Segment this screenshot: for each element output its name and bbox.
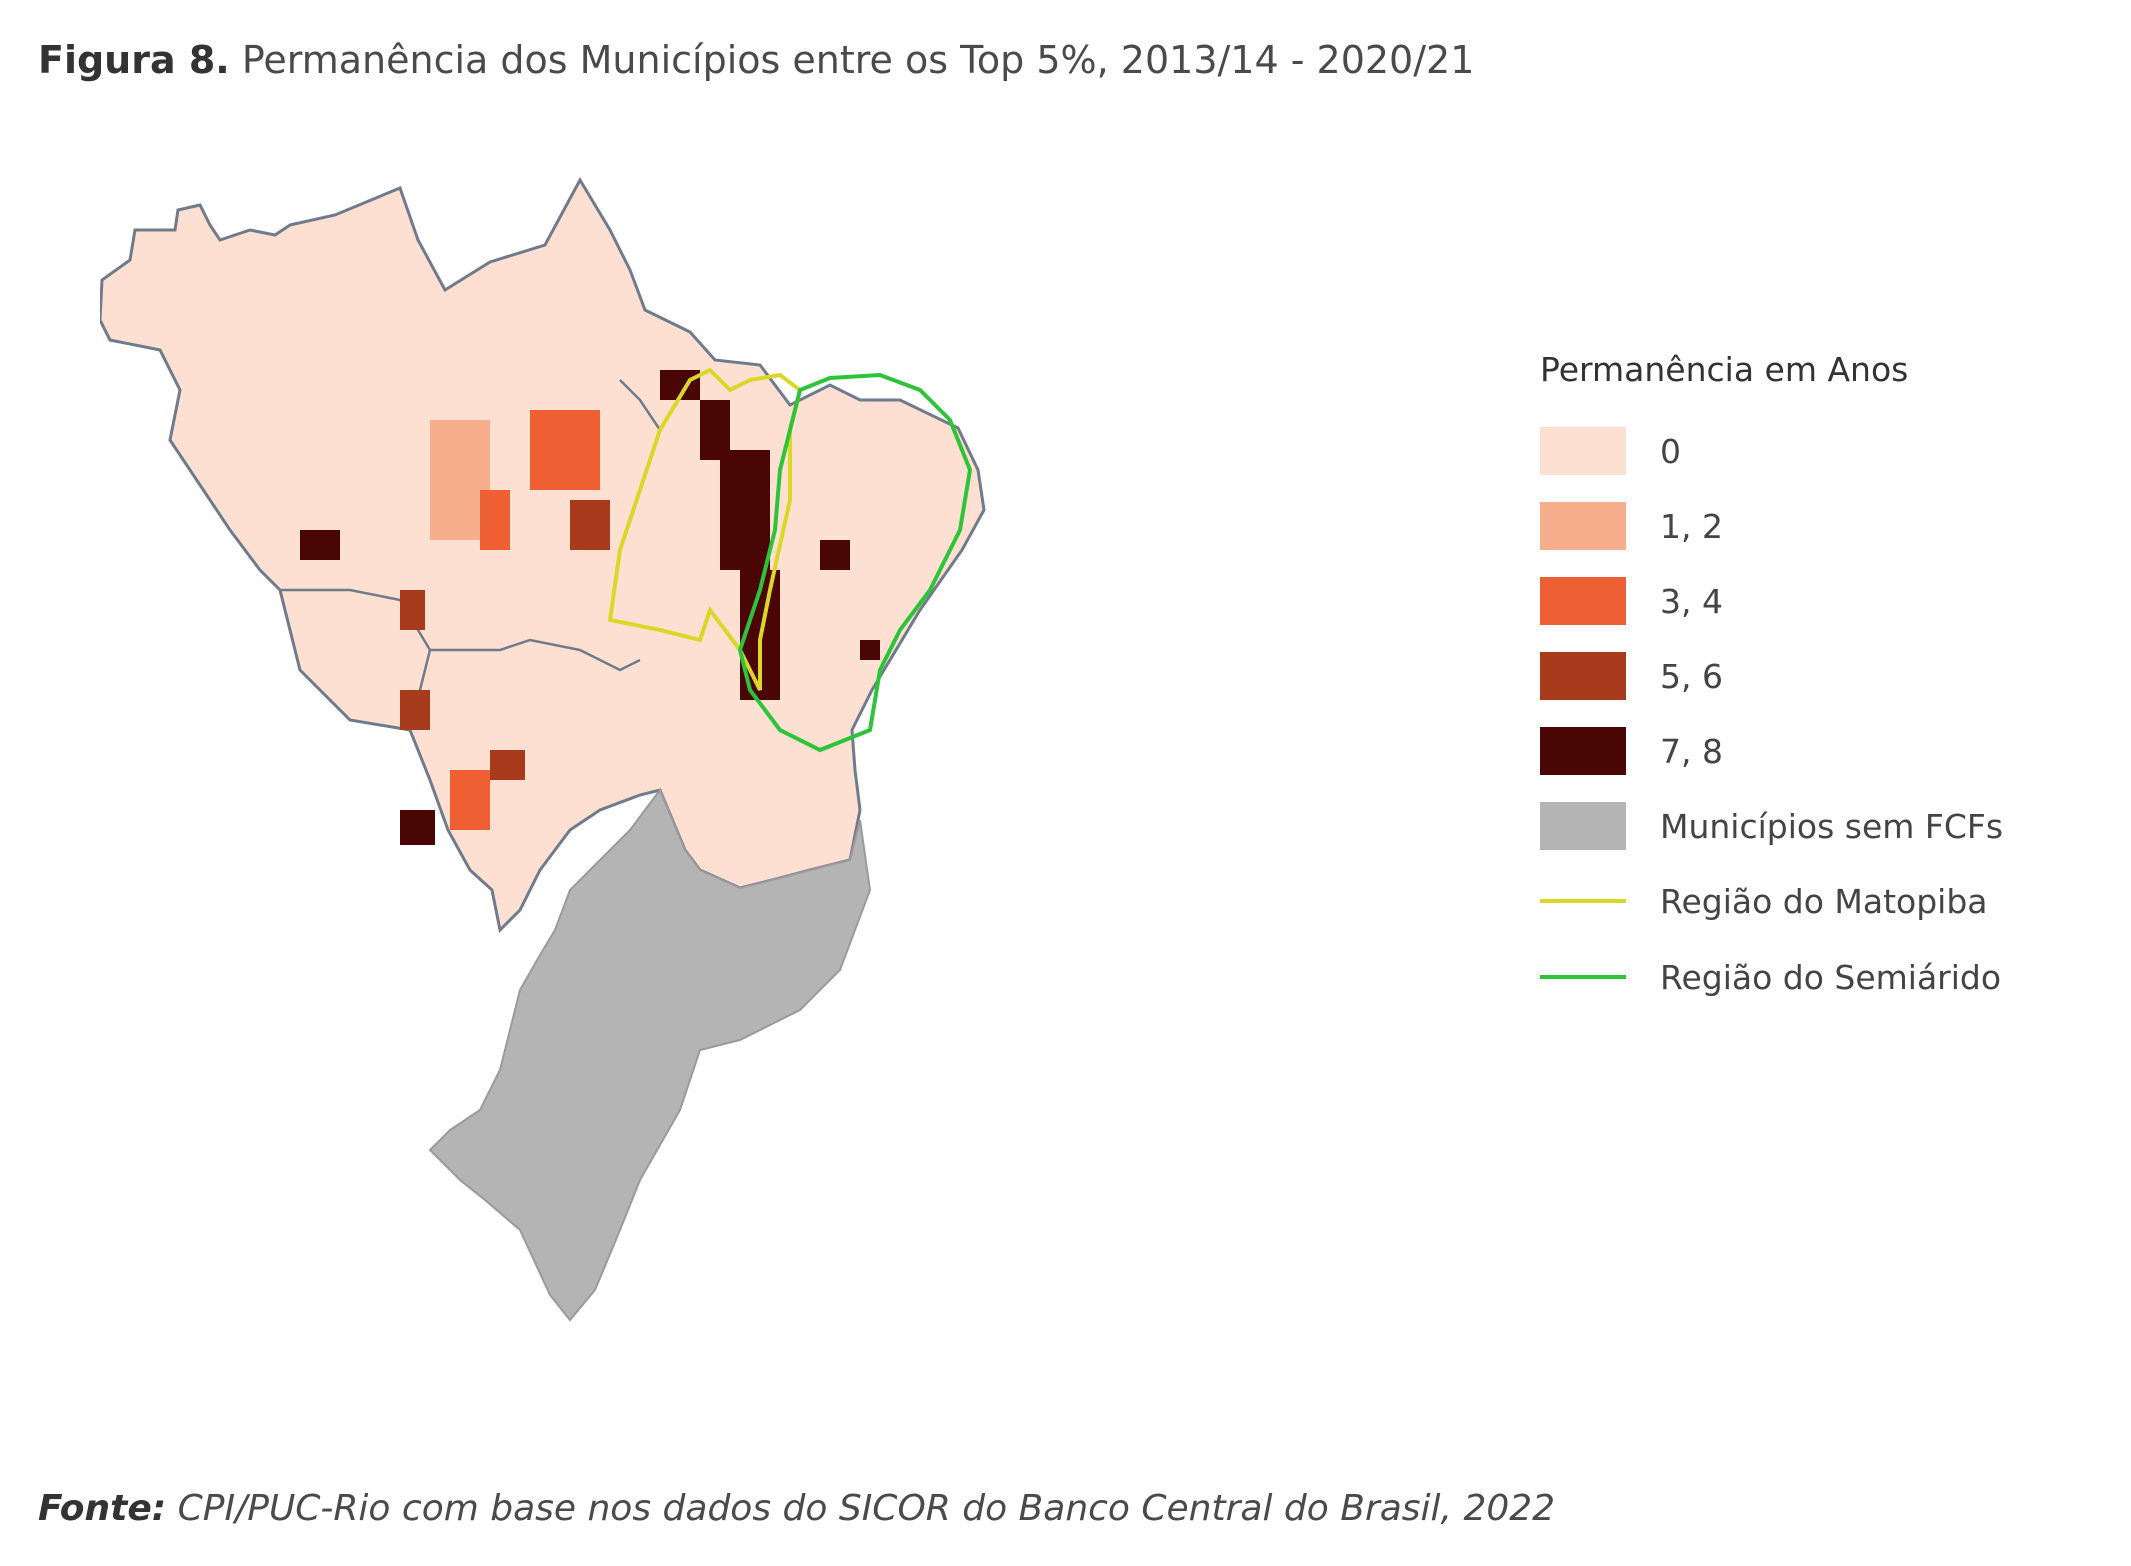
figure-label: Figura 8. [38,38,230,82]
semiarido-outline [737,372,973,753]
map-legend: Permanência em Anos 0 1, 2 3, 4 5, 6 7, … [1540,350,2100,1029]
legend-item-1-2: 1, 2 [1540,502,2100,550]
legend-swatch [1540,577,1626,625]
legend-swatch [1540,502,1626,550]
legend-label: Municípios sem FCFs [1660,806,2004,846]
legend-swatch [1540,652,1626,700]
legend-line-swatch [1540,975,1626,979]
legend-label: 5, 6 [1660,656,1723,696]
figure-title: Figura 8. Permanência dos Municípios ent… [38,38,1474,82]
matopiba-outline [607,367,803,691]
source-note: Fonte: CPI/PUC-Rio com base nos dados do… [38,1488,1555,1529]
legend-label: 3, 4 [1660,581,1723,621]
legend-item-semiarido: Região do Semiárido [1540,953,2100,1001]
legend-label: 7, 8 [1660,731,1723,771]
figure-title-text: Permanência dos Municípios entre os Top … [241,38,1475,82]
region-south-southeast [428,788,872,1322]
legend-label: Região do Semiárido [1660,957,2002,997]
legend-item-sem-fcfs: Municípios sem FCFs [1540,802,2100,850]
legend-item-0: 0 [1540,427,2100,475]
legend-title: Permanência em Anos [1540,350,1909,389]
legend-label: 0 [1660,431,1681,471]
legend-swatch [1540,802,1626,850]
source-label: Fonte: [38,1488,167,1529]
legend-swatch [1540,727,1626,775]
brazil-map [100,176,986,1322]
region-north-center-northeast [100,176,986,934]
legend-item-matopiba: Região do Matopiba [1540,877,2100,925]
legend-label: Região do Matopiba [1660,881,1988,921]
legend-item-7-8: 7, 8 [1540,727,2100,775]
legend-label: 1, 2 [1660,506,1723,546]
legend-item-5-6: 5, 6 [1540,652,2100,700]
legend-line-swatch [1540,899,1626,903]
legend-swatch [1540,427,1626,475]
legend-item-3-4: 3, 4 [1540,577,2100,625]
source-text: CPI/PUC-Rio com base nos dados do SICOR … [177,1488,1556,1529]
municipality-patches [300,370,880,845]
